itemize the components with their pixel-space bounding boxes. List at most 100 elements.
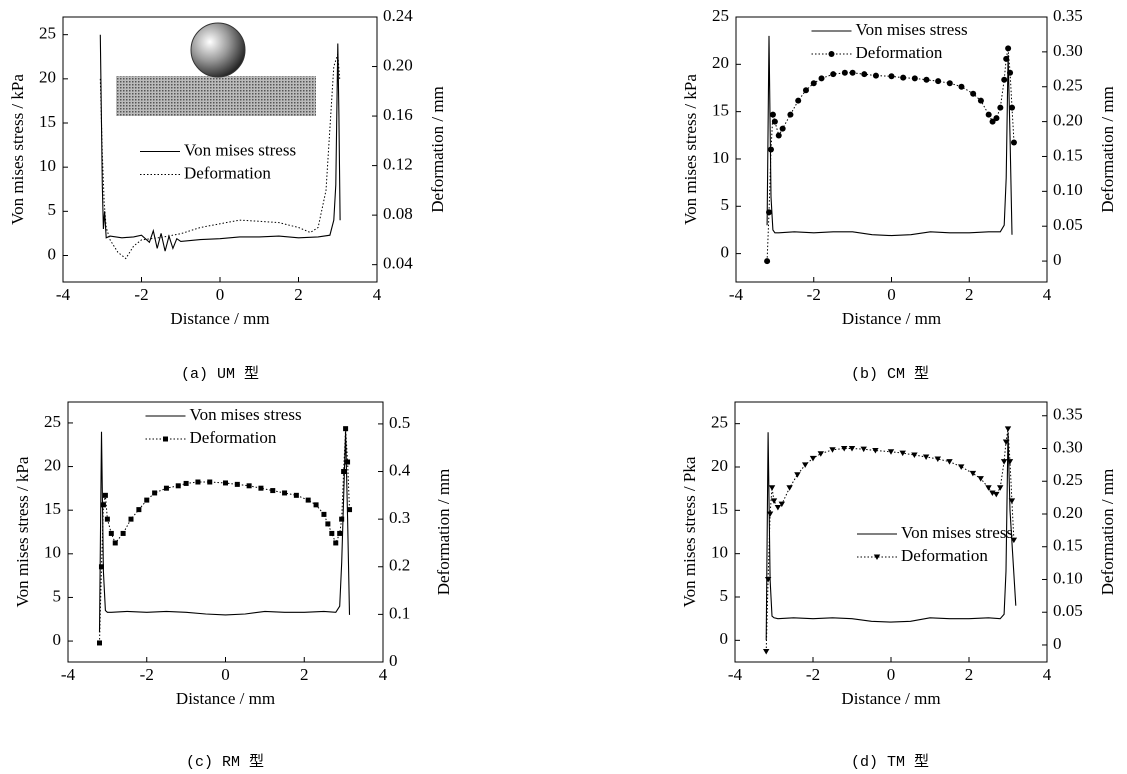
data-point <box>989 118 996 125</box>
legend-marker <box>873 554 881 560</box>
y2-tick-label: 0.16 <box>383 105 413 124</box>
x-axis-title: Distance / mm <box>841 689 940 708</box>
y-tick-label: 15 <box>711 499 728 518</box>
data-point <box>246 483 252 489</box>
series-line <box>99 34 341 252</box>
data-point <box>766 209 773 216</box>
y2-tick-label: 0 <box>1053 250 1062 269</box>
y-tick-label: 0 <box>53 630 62 649</box>
y2-tick-label: 0 <box>389 651 398 670</box>
y2-tick-label: 0.35 <box>1053 6 1083 25</box>
data-point <box>794 472 801 478</box>
data-point <box>946 459 953 465</box>
y2-tick-label: 0.30 <box>1053 437 1083 456</box>
x-tick-label: 2 <box>294 285 303 304</box>
data-point <box>195 479 201 485</box>
data-point <box>207 479 213 485</box>
data-point <box>1010 537 1018 544</box>
data-point <box>100 502 106 508</box>
y2-tick-label: 0.24 <box>383 6 413 25</box>
data-point <box>120 530 126 536</box>
data-point <box>946 80 953 87</box>
data-point <box>997 485 1004 491</box>
data-point <box>779 125 786 132</box>
y2-axis-title: Deformation / mm <box>1098 469 1117 596</box>
y2-tick-label: 0.20 <box>1053 503 1083 522</box>
data-point <box>872 447 879 454</box>
ball <box>190 22 246 78</box>
data-point <box>985 485 992 491</box>
legend-marker <box>828 51 835 57</box>
y2-tick-label: 0.5 <box>389 413 410 432</box>
data-point <box>1005 45 1012 52</box>
x-tick-label: 2 <box>965 285 974 304</box>
data-point <box>900 74 907 81</box>
caption: (c) RM 型 <box>186 753 264 771</box>
data-point <box>333 540 339 546</box>
x-axis-title: Distance / mm <box>842 309 941 328</box>
x-tick-label: -2 <box>806 665 820 684</box>
data-point <box>234 481 240 487</box>
legend-label: Von mises stress <box>184 140 296 159</box>
data-point <box>1000 459 1008 465</box>
data-point <box>841 69 848 76</box>
data-point <box>767 146 774 153</box>
x-tick-label: -2 <box>134 285 148 304</box>
y-axis-title: Von mises stress / kPa <box>8 74 27 225</box>
data-point <box>770 498 778 504</box>
inset-model <box>116 22 316 116</box>
data-point <box>764 258 771 265</box>
data-point <box>183 480 189 486</box>
y2-axis-title: Deformation / mm <box>428 86 447 213</box>
data-point <box>786 485 793 491</box>
data-point <box>343 426 349 432</box>
y2-tick-label: 0.25 <box>1053 470 1083 489</box>
y-tick-label: 10 <box>711 543 728 562</box>
data-point <box>997 104 1004 111</box>
data-point <box>1009 104 1016 111</box>
y-tick-label: 0 <box>721 243 730 262</box>
data-point <box>985 111 992 118</box>
data-point <box>809 455 817 462</box>
y-tick-label: 25 <box>712 6 729 25</box>
legend-marker <box>163 436 168 442</box>
data-point <box>848 445 856 452</box>
y2-tick-label: 0.30 <box>1053 41 1083 60</box>
data-point <box>104 516 110 522</box>
y2-tick-label: 0.20 <box>383 55 413 74</box>
y2-tick-label: 0.05 <box>1053 601 1083 620</box>
y-axis-title: Von mises stress / kPa <box>13 456 32 607</box>
x-tick-label: 2 <box>300 665 309 684</box>
data-point <box>787 111 794 118</box>
data-point <box>112 540 118 546</box>
data-point <box>958 83 965 90</box>
series-line <box>766 48 1015 262</box>
y-tick-label: 15 <box>712 101 729 120</box>
x-tick-label: 2 <box>965 665 974 684</box>
data-point <box>993 115 1000 122</box>
data-point <box>293 492 299 498</box>
data-point <box>341 469 347 475</box>
legend-label: Deformation <box>190 428 277 447</box>
data-point <box>329 530 335 536</box>
data-point <box>305 497 311 503</box>
y2-tick-label: 0.35 <box>1053 405 1083 424</box>
data-point <box>958 464 965 470</box>
y-tick-label: 20 <box>44 455 61 474</box>
legend-label: Von mises stress <box>190 405 302 424</box>
y2-tick-label: 0.08 <box>383 204 413 223</box>
x-tick-label: -4 <box>728 665 743 684</box>
data-point <box>872 72 879 79</box>
series-line <box>765 428 1015 652</box>
y-tick-label: 20 <box>711 456 728 475</box>
y-tick-label: 10 <box>44 543 61 562</box>
data-point <box>774 504 782 511</box>
y-tick-label: 25 <box>39 24 56 43</box>
y2-tick-label: 0.05 <box>1053 215 1083 234</box>
data-point <box>1006 459 1014 465</box>
x-axis-title: Distance / mm <box>170 309 269 328</box>
data-point <box>768 485 776 491</box>
y-tick-label: 5 <box>53 586 62 605</box>
x-tick-label: -4 <box>56 285 71 304</box>
y2-axis-title: Deformation / mm <box>434 469 453 596</box>
